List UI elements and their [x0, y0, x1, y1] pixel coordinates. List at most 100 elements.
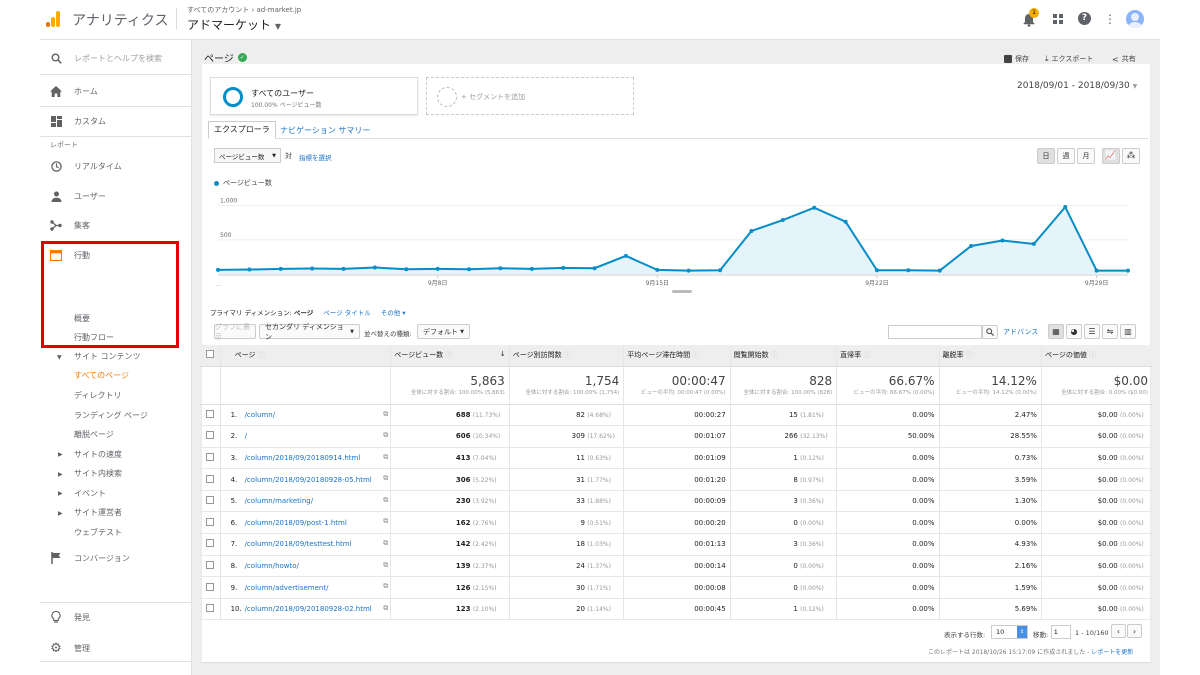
- sidebar-item-conversions[interactable]: コンバージョン: [40, 544, 191, 572]
- select-metric-link[interactable]: 指標を選択: [299, 154, 332, 162]
- table-row[interactable]: 6./column/2018/09/post-1.html ⧉ 162 (2.76%…: [200, 511, 1152, 535]
- column-header-bounce-rate[interactable]: 直帰率 ⓘ: [836, 345, 940, 367]
- column-header-avg-time[interactable]: 平均ページ滞在時間 ⓘ: [623, 345, 731, 367]
- data-point[interactable]: [906, 268, 911, 273]
- page-link[interactable]: /column/2018/09/20180928-02.html: [244, 605, 372, 614]
- sidebar-item-users[interactable]: ユーザー: [40, 182, 191, 210]
- page-link[interactable]: /column/howto/: [244, 561, 299, 570]
- sidebar-item-discover[interactable]: 発見: [40, 603, 191, 631]
- data-point[interactable]: [843, 219, 848, 224]
- apps-grid-icon[interactable]: [1053, 14, 1063, 24]
- select-all-checkbox[interactable]: [205, 350, 214, 359]
- data-point[interactable]: [780, 218, 785, 223]
- table-row[interactable]: 5./column/marketing/⧉ 230 (3.92%) 33 (1.88…: [200, 490, 1152, 513]
- account-breadcrumb[interactable]: すべてのアカウント › ad-market.jp: [187, 5, 301, 15]
- table-row[interactable]: 1./column/⧉ 688 (11.73%) 82 (4.68%) 00:00:2…: [200, 404, 1152, 427]
- row-checkbox[interactable]: [205, 517, 214, 526]
- date-range-picker[interactable]: 2018/09/01 - 2018/09/30 ▼: [1017, 81, 1137, 91]
- prev-page-button[interactable]: ‹: [1111, 624, 1126, 638]
- sidebar-sub-site-content[interactable]: サイト コンテンツ: [74, 352, 141, 361]
- sidebar-item-behavior[interactable]: 行動: [40, 241, 191, 269]
- data-point[interactable]: [435, 266, 440, 271]
- data-point[interactable]: [467, 267, 472, 272]
- open-link-icon[interactable]: ⧉: [383, 560, 389, 569]
- plot-rows-button[interactable]: グラフに表示: [214, 323, 256, 341]
- sidebar-sub-speed[interactable]: サイトの速度: [74, 450, 122, 459]
- sidebar-sub-all-pages[interactable]: すべてのページ: [74, 371, 129, 380]
- open-link-icon[interactable]: ⧉: [383, 603, 389, 612]
- data-point[interactable]: [372, 265, 377, 270]
- sidebar-sub-directory[interactable]: ディレクトリ: [74, 391, 122, 400]
- table-search-button[interactable]: [982, 325, 998, 339]
- sidebar-sub-publisher[interactable]: サイト運営者: [74, 508, 122, 517]
- performance-view-icon[interactable]: ☰: [1084, 324, 1100, 339]
- row-checkbox[interactable]: [205, 496, 214, 505]
- column-header-entrances[interactable]: 閲覧開始数 ⓘ: [730, 345, 838, 367]
- month-button[interactable]: 月: [1077, 148, 1095, 164]
- row-checkbox[interactable]: [205, 582, 214, 591]
- comparison-view-icon[interactable]: ⇋: [1102, 324, 1118, 339]
- data-point[interactable]: [561, 265, 566, 270]
- sidebar-sub-overview[interactable]: 概要: [74, 314, 90, 323]
- row-checkbox[interactable]: [205, 409, 214, 418]
- data-point[interactable]: [278, 266, 283, 271]
- data-point[interactable]: [623, 253, 628, 258]
- data-point[interactable]: [529, 266, 534, 271]
- analytics-logo-icon[interactable]: [46, 11, 60, 27]
- data-point[interactable]: [655, 267, 660, 272]
- page-link[interactable]: /column/2018/09/20180928-05.html: [244, 475, 372, 484]
- open-link-icon[interactable]: ⧉: [383, 431, 389, 440]
- metric-selector[interactable]: ページビュー数 ▼: [214, 148, 281, 163]
- data-point[interactable]: [1031, 241, 1036, 246]
- pie-view-icon[interactable]: ◕: [1066, 324, 1082, 339]
- table-view-icon[interactable]: ▦: [1048, 324, 1064, 339]
- page-link[interactable]: /column/advertisement/: [244, 583, 329, 592]
- data-point[interactable]: [1126, 268, 1130, 273]
- day-button[interactable]: 日: [1037, 148, 1055, 164]
- data-point[interactable]: [718, 268, 723, 273]
- export-button[interactable]: ⤓ エクスポート: [1045, 54, 1093, 64]
- sidebar-item-custom[interactable]: カスタム: [40, 107, 191, 135]
- sidebar-sub-events[interactable]: イベント: [74, 489, 106, 498]
- table-search-input[interactable]: [888, 325, 982, 339]
- save-button[interactable]: 保存: [1004, 54, 1029, 64]
- data-point[interactable]: [247, 267, 252, 272]
- table-row[interactable]: 7./column/2018/09/testtest.html ⧉ 142 (2.4…: [200, 533, 1152, 556]
- open-link-icon[interactable]: ⧉: [383, 474, 389, 483]
- row-checkbox[interactable]: [205, 560, 214, 569]
- help-icon[interactable]: ?: [1078, 12, 1091, 25]
- row-checkbox[interactable]: [205, 474, 214, 483]
- page-link[interactable]: /column/2018/09/post-1.html: [244, 518, 347, 527]
- data-point[interactable]: [937, 268, 942, 273]
- property-selector[interactable]: アドマーケット ▼: [187, 16, 281, 33]
- page-link[interactable]: /: [244, 432, 247, 441]
- data-point[interactable]: [1000, 238, 1005, 243]
- more-vert-icon[interactable]: ⋮: [1104, 12, 1116, 26]
- notifications-icon[interactable]: 1: [1022, 8, 1039, 27]
- column-header-page-value[interactable]: ページの価値 ⓘ: [1041, 345, 1152, 367]
- data-point[interactable]: [1063, 205, 1068, 210]
- refresh-report-link[interactable]: レポートを更新: [1091, 649, 1134, 656]
- row-checkbox[interactable]: [205, 604, 214, 613]
- row-checkbox[interactable]: [205, 431, 214, 440]
- pivot-view-icon[interactable]: ▥: [1120, 324, 1136, 339]
- secondary-dimension-dropdown[interactable]: セカンダリ ディメンション ▼: [259, 323, 360, 341]
- dimension-page-title-link[interactable]: ページ タイトル: [323, 309, 371, 317]
- sidebar-item-acquisition[interactable]: 集客: [40, 211, 191, 239]
- row-checkbox[interactable]: [205, 452, 214, 461]
- data-point[interactable]: [498, 266, 503, 271]
- table-row[interactable]: 10./column/2018/09/20180928-02.html ⧉ 123 …: [200, 598, 1152, 621]
- page-link[interactable]: /column/2018/09/testtest.html: [244, 540, 352, 549]
- open-link-icon[interactable]: ⧉: [383, 452, 389, 461]
- sidebar-sub-flow[interactable]: 行動フロー: [74, 333, 114, 342]
- sidebar-item-realtime[interactable]: リアルタイム: [40, 152, 191, 180]
- sidebar-sub-landing[interactable]: ランディング ページ: [74, 411, 148, 420]
- column-header-pageviews[interactable]: ページビュー数 ⓘ ↓: [390, 345, 510, 367]
- motion-chart-icon[interactable]: ⁂: [1122, 148, 1140, 164]
- rows-select[interactable]: 10 ⇕: [991, 625, 1028, 639]
- sidebar-sub-site-search[interactable]: サイト内検索: [74, 469, 122, 478]
- data-point[interactable]: [341, 266, 346, 271]
- week-button[interactable]: 週: [1057, 148, 1075, 164]
- table-row[interactable]: 4./column/2018/09/20180928-05.html ⧉ 306 (…: [200, 468, 1152, 491]
- table-row[interactable]: 3./column/2018/09/20180914.html ⧉ 413 (7.0…: [200, 447, 1152, 470]
